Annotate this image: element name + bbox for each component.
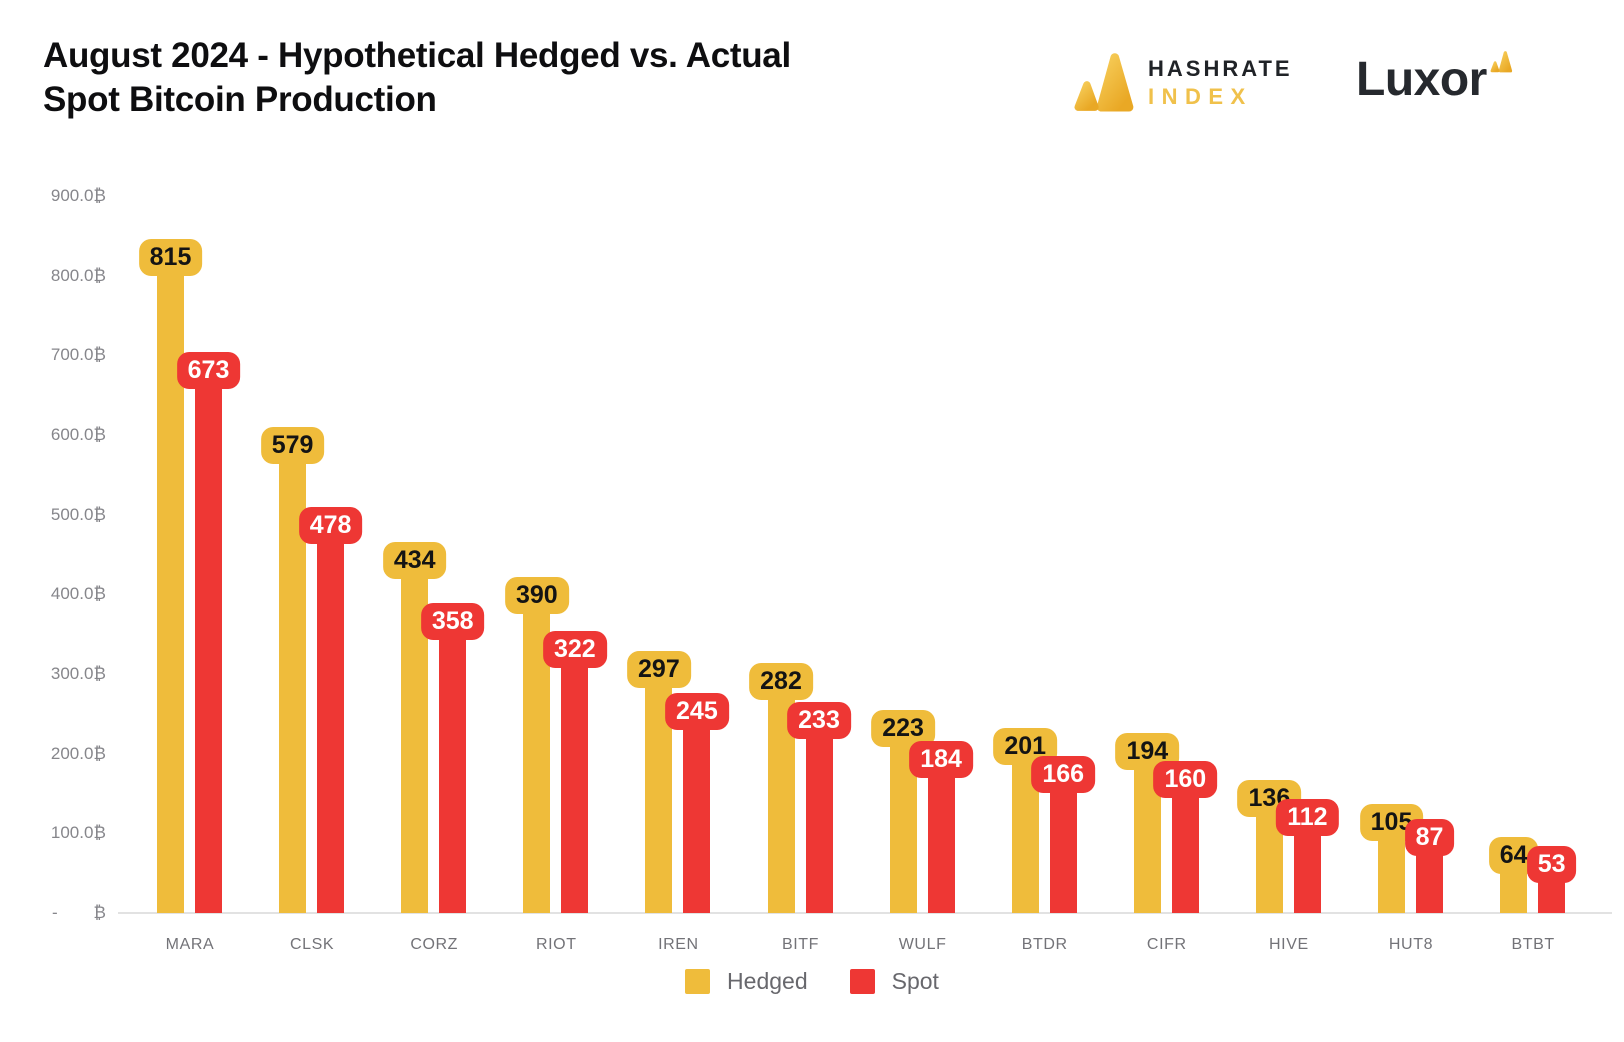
bar-value-label-spot-WULF: 184 <box>909 741 973 779</box>
y-tick-0-symbol: ₿ <box>93 903 106 922</box>
x-tick-CLSK: CLSK <box>289 936 335 953</box>
bar-value-label-hedged-IREN: 297 <box>627 651 691 689</box>
x-tick-MARA: MARA <box>165 936 215 953</box>
bar-value-label-spot-CIFR: 160 <box>1153 760 1218 798</box>
bar-value-label-hedged-WULF: 223 <box>871 710 935 748</box>
bar-spot-BTDR <box>1049 780 1077 913</box>
x-tick-BTBT: BTBT <box>1511 936 1555 953</box>
chart-title: August 2024 - Hypothetical Hedged vs. Ac… <box>43 34 1003 122</box>
legend-item-hedged: Hedged <box>685 968 808 995</box>
x-tick-HUT8: HUT8 <box>1388 936 1434 953</box>
bar-hedged-HUT8 <box>1378 829 1405 913</box>
bar-value-label-spot-HIVE: 112 <box>1276 798 1339 836</box>
bar-spot-HIVE <box>1293 823 1321 913</box>
legend-item-spot: Spot <box>849 968 939 995</box>
bar-value-label-hedged-RIOT: 390 <box>504 577 569 615</box>
bar-value-label-spot-BTBT: 53 <box>1526 845 1577 883</box>
y-tick-300: 300.0₿ <box>50 664 106 683</box>
x-tick-IREN: IREN <box>658 936 699 953</box>
y-tick-200: 200.0₿ <box>50 744 106 763</box>
bar-value-label-hedged-CLSK: 579 <box>260 426 325 464</box>
chart-legend: Hedged Spot <box>0 968 1624 995</box>
bar-spot-WULF <box>927 766 955 913</box>
bar-spot-CORZ <box>439 627 467 913</box>
x-tick-BTDR: BTDR <box>1021 936 1068 953</box>
x-tick-WULF: WULF <box>898 936 947 953</box>
bar-value-label-spot-BITF: 233 <box>787 702 851 740</box>
chart-title-line2: Spot Bitcoin Production <box>43 80 437 119</box>
x-tick-HIVE: HIVE <box>1269 936 1309 953</box>
bar-value-label-hedged-BITF: 282 <box>749 663 813 701</box>
luxor-logo: Luxor <box>1356 51 1513 108</box>
bar-value-label-spot-MARA: 673 <box>176 351 241 389</box>
x-tick-RIOT: RIOT <box>535 936 577 953</box>
bar-value-label-spot-BTDR: 166 <box>1031 755 1096 793</box>
bar-value-label-spot-CORZ: 358 <box>420 602 485 640</box>
x-tick-CIFR: CIFR <box>1146 936 1187 953</box>
bar-spot-MARA <box>195 376 222 913</box>
index-text: INDEX <box>1148 84 1253 109</box>
bar-spot-BITF <box>805 727 833 913</box>
y-tick-400: 400.0₿ <box>50 584 106 603</box>
y-tick-800: 800.0₿ <box>50 266 106 285</box>
y-tick-600: 600.0₿ <box>50 425 106 444</box>
luxor-mark-icon <box>1490 51 1512 73</box>
y-tick-500: 500.0₿ <box>50 505 106 524</box>
y-tick-100: 100.0₿ <box>50 823 106 842</box>
hashrate-index-mark-icon <box>1074 53 1134 112</box>
x-tick-BITF: BITF <box>781 936 820 953</box>
y-tick-0: - ₿ <box>52 903 106 923</box>
bar-value-label-spot-CLSK: 478 <box>298 507 363 545</box>
bar-value-label-spot-HUT8: 87 <box>1404 818 1455 856</box>
legend-swatch-spot <box>849 969 875 994</box>
bar-value-label-hedged-MARA: 815 <box>138 238 203 276</box>
y-tick-900: 900.0₿ <box>50 186 106 205</box>
legend-swatch-hedged <box>685 969 711 994</box>
y-tick-0-dash: - <box>52 903 58 922</box>
x-axis-line <box>118 912 1612 914</box>
bar-value-label-hedged-CORZ: 434 <box>382 542 447 580</box>
hashrate-text: HASHRATE <box>1148 56 1293 81</box>
legend-label-hedged: Hedged <box>727 968 808 994</box>
bar-value-label-spot-RIOT: 322 <box>542 631 607 669</box>
y-tick-700: 700.0₿ <box>50 345 106 364</box>
bar-value-label-spot-IREN: 245 <box>665 692 729 730</box>
hashrate-index-logo: HASHRATE INDEX <box>1072 50 1293 116</box>
hashrate-index-wordmark: HASHRATE INDEX <box>1148 55 1293 111</box>
chart-title-line1: August 2024 - Hypothetical Hedged vs. Ac… <box>43 36 791 75</box>
x-tick-CORZ: CORZ <box>410 936 459 953</box>
bar-spot-RIOT <box>561 656 589 913</box>
bar-spot-CIFR <box>1171 785 1199 913</box>
bar-spot-IREN <box>683 717 711 913</box>
luxor-wordmark: Luxor <box>1356 53 1487 106</box>
legend-label-spot: Spot <box>891 968 939 994</box>
bar-spot-CLSK <box>317 532 345 913</box>
